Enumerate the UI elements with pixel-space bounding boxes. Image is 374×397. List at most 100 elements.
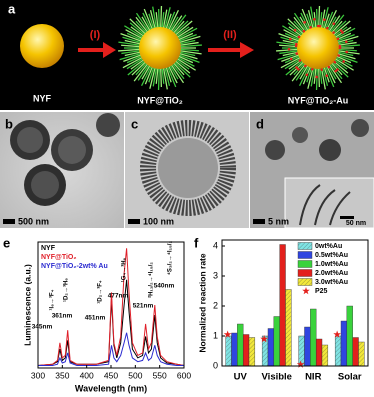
legend-label: 0.5wt%Au	[315, 252, 348, 259]
spike	[121, 50, 141, 55]
x-tick-label: 300	[31, 370, 45, 380]
spike	[306, 66, 313, 83]
spike	[122, 56, 143, 69]
x-tick-label: Solar	[338, 372, 362, 383]
inset	[284, 177, 374, 229]
spike	[337, 41, 357, 46]
spike	[130, 26, 145, 37]
spike	[165, 66, 172, 83]
x-tick-label: 450	[104, 370, 118, 380]
spike	[157, 67, 160, 90]
spike	[162, 9, 168, 29]
y-tick-label: 2	[213, 300, 218, 310]
spike	[152, 6, 158, 29]
spike	[172, 62, 185, 76]
spike	[135, 16, 149, 33]
step-label: (I)	[90, 29, 101, 41]
spike	[284, 58, 302, 70]
transition-label: ⁴S₃/₂→⁴I₁₅/₂	[168, 241, 174, 276]
spike	[174, 20, 193, 36]
scale-bar	[3, 219, 15, 224]
spike	[126, 58, 144, 70]
bar	[352, 337, 359, 367]
y-tick-label: 1	[213, 330, 218, 340]
spike	[336, 34, 355, 42]
particle	[96, 113, 120, 137]
nyf-sphere	[297, 27, 339, 69]
particle	[319, 139, 341, 161]
au-dot	[333, 60, 337, 64]
particle-core	[58, 136, 86, 164]
spike	[160, 6, 163, 29]
au-dot	[326, 26, 329, 30]
scale-bar	[253, 219, 265, 224]
au-dot	[303, 20, 306, 24]
bar	[304, 326, 311, 367]
spike	[123, 54, 142, 62]
legend-hatch	[298, 242, 312, 250]
spike	[170, 64, 185, 84]
spike	[283, 29, 301, 40]
spike	[318, 67, 321, 87]
spike	[332, 20, 351, 36]
plot-frame	[221, 239, 369, 367]
spike	[336, 54, 358, 63]
transition-label: ¹D₂→³F₄	[97, 280, 104, 304]
spike	[169, 64, 179, 80]
au-dot	[287, 47, 291, 51]
spike	[143, 8, 154, 30]
particle	[292, 127, 308, 143]
spike	[336, 55, 352, 64]
spike	[299, 65, 310, 87]
spike	[119, 52, 141, 61]
spike	[149, 67, 156, 89]
spike	[276, 41, 299, 46]
spike	[152, 67, 158, 87]
spike	[284, 32, 300, 41]
spike	[120, 33, 142, 42]
spike	[324, 11, 334, 30]
au-dot	[296, 67, 300, 71]
spike	[299, 64, 309, 80]
spike	[124, 25, 144, 38]
legend-label: 1.0wt%Au	[315, 261, 348, 268]
spike	[318, 6, 321, 29]
spike	[169, 16, 179, 32]
peak-label: 521nm	[133, 303, 154, 310]
legend-label: P25	[315, 288, 328, 295]
spike	[322, 67, 329, 86]
peak-label: 345nm	[32, 324, 53, 331]
panel-label: d	[256, 116, 264, 131]
spike	[124, 39, 141, 45]
spike	[337, 50, 360, 55]
spike	[307, 10, 314, 29]
spike	[178, 34, 197, 42]
spike	[282, 25, 302, 38]
spike	[149, 10, 156, 29]
scale-bar	[128, 219, 140, 224]
arrow	[78, 42, 116, 58]
spike	[179, 51, 196, 57]
transition-label: ¹D₂→³H₆	[63, 278, 70, 302]
item-label: NYF	[33, 93, 52, 103]
peak-label: 451nm	[85, 315, 106, 322]
spike	[125, 29, 143, 40]
spectrum-line	[37, 279, 185, 366]
bar	[231, 332, 238, 367]
au-dot	[327, 65, 331, 69]
au-dot	[338, 44, 342, 48]
spike	[135, 62, 148, 76]
spike	[142, 12, 152, 31]
nyf-sphere	[20, 24, 64, 68]
spike	[327, 16, 337, 32]
spike	[161, 67, 165, 84]
x-tick-label: UV	[234, 372, 248, 383]
spike	[333, 59, 348, 70]
spike	[160, 67, 163, 87]
spike	[310, 6, 316, 29]
spike	[280, 56, 301, 69]
spike	[337, 44, 360, 48]
spike	[122, 36, 141, 44]
au-dot	[345, 40, 348, 44]
